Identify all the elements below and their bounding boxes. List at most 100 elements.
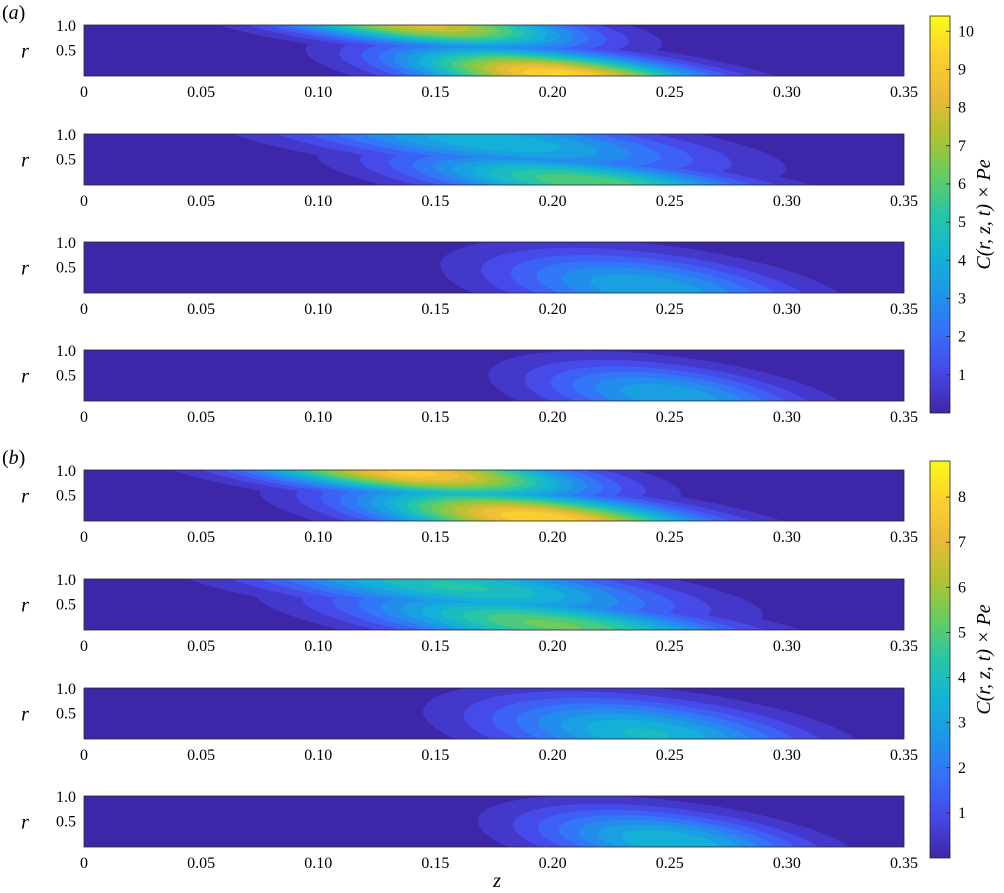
x-tick-label: 0 bbox=[80, 84, 88, 101]
x-tick-label: 0.30 bbox=[773, 638, 801, 655]
contour-field bbox=[84, 796, 904, 847]
x-tick-label: 0.35 bbox=[890, 747, 918, 764]
x-tick-label: 0.20 bbox=[539, 638, 567, 655]
contour-field bbox=[84, 134, 904, 185]
x-tick-label: 0.05 bbox=[187, 529, 215, 546]
y-tick-label: 1.0 bbox=[56, 789, 76, 806]
x-tick-label: 0.20 bbox=[539, 855, 567, 872]
x-tick-label: 0.05 bbox=[187, 855, 215, 872]
x-tick-label: 0.35 bbox=[890, 301, 918, 318]
x-tick-label: 0.20 bbox=[539, 301, 567, 318]
x-tick-label: 0.25 bbox=[656, 193, 684, 210]
axes-frame bbox=[83, 469, 905, 522]
x-tick-label: 0 bbox=[80, 529, 88, 546]
colorbar-tick-label: 8 bbox=[958, 489, 966, 506]
x-tick-label: 0.10 bbox=[304, 638, 332, 655]
x-tick-label: 0.15 bbox=[421, 747, 449, 764]
y-tick-label: 0.5 bbox=[56, 368, 76, 385]
y-axis-label: r bbox=[21, 366, 29, 388]
colorbar-label: C(r, z, t) × Pe bbox=[973, 604, 995, 714]
y-tick-label: 0.5 bbox=[56, 488, 76, 505]
contour-field bbox=[84, 242, 904, 293]
y-axis-label: r bbox=[21, 812, 29, 834]
x-tick-label: 0.25 bbox=[656, 301, 684, 318]
x-tick-label: 0.20 bbox=[539, 193, 567, 210]
axes-frame bbox=[83, 241, 905, 294]
x-tick-label: 0.30 bbox=[773, 301, 801, 318]
y-tick-label: 1.0 bbox=[56, 681, 76, 698]
colorbar-tick-label: 6 bbox=[958, 579, 966, 596]
x-tick-label: 0.10 bbox=[304, 409, 332, 426]
contour-band-1-7 bbox=[427, 134, 561, 153]
x-tick-label: 0.10 bbox=[304, 529, 332, 546]
x-tick-label: 0.25 bbox=[656, 855, 684, 872]
x-tick-label: 0.05 bbox=[187, 638, 215, 655]
contour-field bbox=[84, 688, 904, 739]
y-tick-label: 0.5 bbox=[56, 260, 76, 277]
contour-band-1-8 bbox=[623, 728, 670, 739]
contour-band-1-6 bbox=[590, 274, 703, 293]
y-tick-label: 0.5 bbox=[56, 152, 76, 169]
x-tick-label: 0.15 bbox=[421, 301, 449, 318]
y-tick-label: 0.5 bbox=[56, 814, 76, 831]
x-tick-label: 0.15 bbox=[421, 529, 449, 546]
colorbar-tick-label: 4 bbox=[958, 670, 966, 687]
x-tick-label: 0.25 bbox=[656, 409, 684, 426]
colorbar-label: C(r, z, t) × Pe bbox=[973, 159, 995, 269]
colorbar-tick-label: 7 bbox=[958, 534, 966, 551]
x-tick-label: 0.35 bbox=[890, 638, 918, 655]
contour-band-1-6 bbox=[620, 383, 719, 401]
contour-band-1-9 bbox=[428, 581, 490, 592]
contour-field bbox=[84, 579, 904, 630]
x-tick-label: 0 bbox=[80, 193, 88, 210]
x-tick-label: 0.05 bbox=[187, 409, 215, 426]
contour-band-2-11 bbox=[524, 620, 582, 630]
x-tick-label: 0.10 bbox=[304, 84, 332, 101]
subplot-b-4: 0.5 1.0 r 0 0.05 0.10 0.15 0.20 0.25 0.30 0.35 bbox=[21, 789, 918, 872]
x-tick-label: 0.05 bbox=[187, 84, 215, 101]
contour-band-2-16 bbox=[500, 511, 581, 521]
x-tick-label: 0.25 bbox=[656, 747, 684, 764]
panel-b: (b)0.51.0r0 0.05 0.10 0.15 0.20 0.25 0.30 0.350… bbox=[2, 447, 995, 872]
x-tick-label: 0.15 bbox=[421, 409, 449, 426]
x-tick-label: 0.35 bbox=[890, 193, 918, 210]
y-axis-label: r bbox=[21, 704, 29, 726]
x-tick-label: 0.15 bbox=[421, 193, 449, 210]
x-tick-label: 0.25 bbox=[656, 84, 684, 101]
x-tick-label: 0.10 bbox=[304, 193, 332, 210]
x-tick-label: 0.20 bbox=[539, 529, 567, 546]
x-tick-label: 0.30 bbox=[773, 747, 801, 764]
x-tick-label: 0 bbox=[80, 855, 88, 872]
x-tick-label: 0.25 bbox=[656, 529, 684, 546]
contour-field bbox=[84, 470, 904, 521]
axes-frame bbox=[83, 24, 905, 77]
colorbar-tick-label: 5 bbox=[958, 624, 966, 641]
x-tick-label: 0.15 bbox=[421, 84, 449, 101]
colorbar-tick-label: 4 bbox=[958, 252, 966, 269]
x-axis-label: z bbox=[492, 870, 501, 892]
x-tick-label: 0.35 bbox=[890, 409, 918, 426]
y-axis-label: r bbox=[21, 150, 29, 172]
y-tick-label: 0.5 bbox=[56, 706, 76, 723]
colorbar-a: 1 2 3 4 5 6 7 8 9 10 C(r, z, t) × Pe bbox=[929, 15, 995, 414]
x-tick-label: 0.35 bbox=[890, 529, 918, 546]
x-tick-label: 0.30 bbox=[773, 855, 801, 872]
contour-band-2-17 bbox=[550, 73, 576, 76]
y-tick-label: 1.0 bbox=[56, 572, 76, 589]
axes-frame bbox=[83, 349, 905, 402]
x-tick-label: 0 bbox=[80, 301, 88, 318]
x-tick-label: 0.15 bbox=[421, 855, 449, 872]
y-tick-label: 1.0 bbox=[56, 235, 76, 252]
subplot-a-3: 0.5 1.0 r 0 0.05 0.10 0.15 0.20 0.25 0.30 0.35 bbox=[21, 235, 918, 318]
x-tick-label: 0.20 bbox=[539, 409, 567, 426]
x-tick-label: 0.15 bbox=[421, 638, 449, 655]
x-tick-label: 0.30 bbox=[773, 84, 801, 101]
y-axis-label: r bbox=[21, 486, 29, 508]
axes-frame bbox=[83, 795, 905, 848]
colorbar-tick-label: 5 bbox=[958, 214, 966, 231]
x-tick-label: 0.35 bbox=[890, 84, 918, 101]
colorbar-tick-label: 3 bbox=[958, 715, 966, 732]
x-tick-label: 0 bbox=[80, 409, 88, 426]
y-tick-label: 1.0 bbox=[56, 343, 76, 360]
